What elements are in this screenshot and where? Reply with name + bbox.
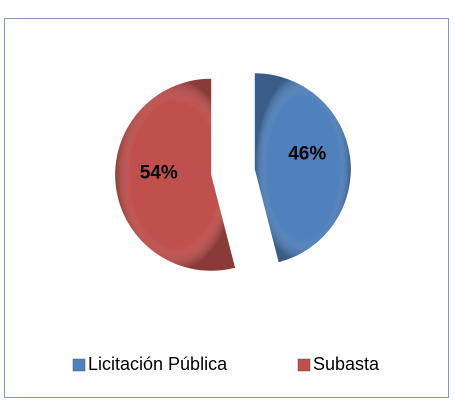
value-label: 54%: [140, 162, 178, 183]
legend-swatch: [72, 358, 86, 372]
legend-label: Subasta: [313, 354, 380, 374]
chart-border: [4, 18, 449, 398]
legend-label: Licitación Pública: [88, 354, 228, 374]
value-label: 46%: [288, 144, 326, 165]
legend-swatch: [297, 358, 311, 372]
